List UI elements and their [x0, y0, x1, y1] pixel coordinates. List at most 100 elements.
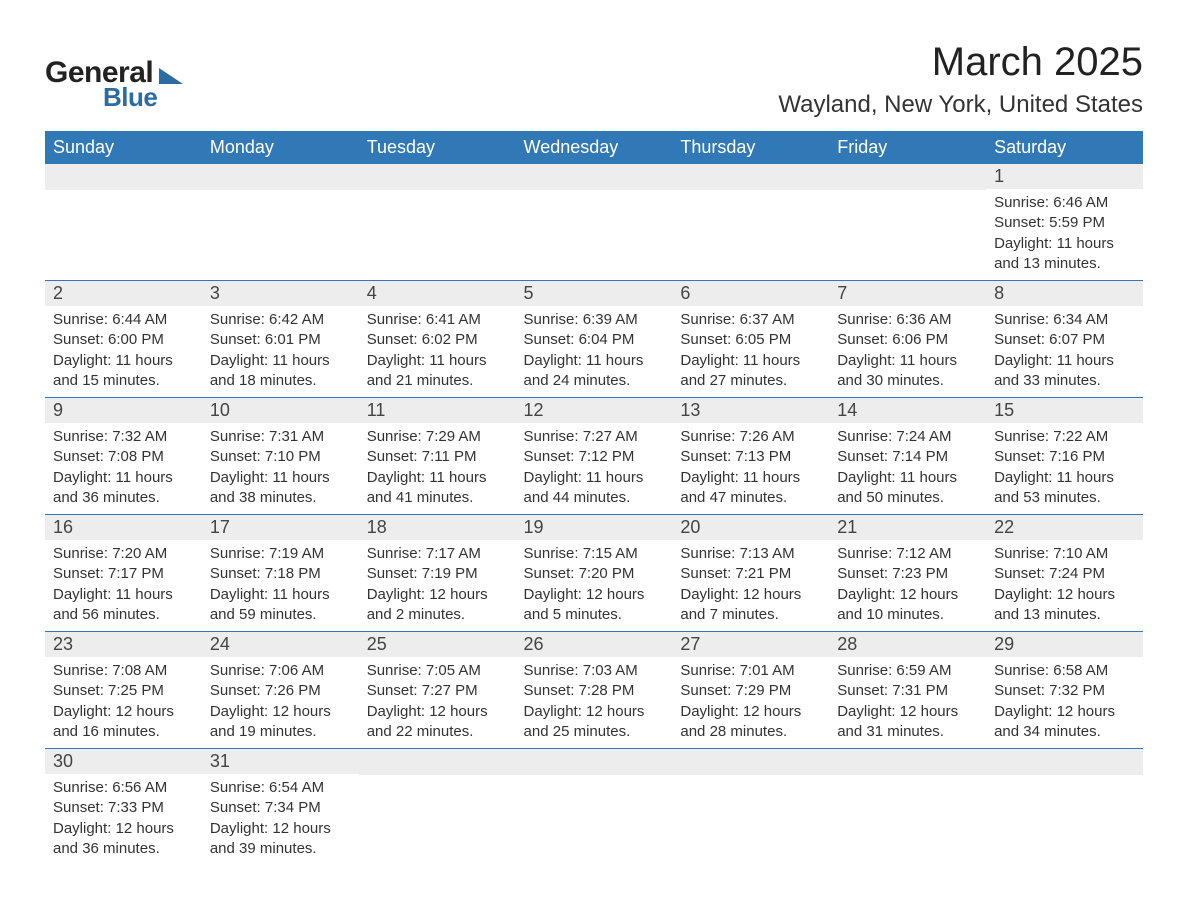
calendar-cell: 25Sunrise: 7:05 AMSunset: 7:27 PMDayligh…	[359, 632, 516, 749]
calendar-week: 2Sunrise: 6:44 AMSunset: 6:00 PMDaylight…	[45, 281, 1143, 398]
day-details: Sunrise: 7:15 AMSunset: 7:20 PMDaylight:…	[516, 540, 673, 631]
day-details: Sunrise: 6:34 AMSunset: 6:07 PMDaylight:…	[986, 306, 1143, 397]
calendar-cell	[516, 749, 673, 866]
day-details	[829, 190, 986, 260]
calendar-cell: 1Sunrise: 6:46 AMSunset: 5:59 PMDaylight…	[986, 164, 1143, 281]
day-details: Sunrise: 7:32 AMSunset: 7:08 PMDaylight:…	[45, 423, 202, 514]
logo-word2: Blue	[103, 84, 183, 110]
day-number: 27	[672, 632, 829, 657]
day-number: 30	[45, 749, 202, 774]
day-number: 18	[359, 515, 516, 540]
page-header: General Blue March 2025 Wayland, New Yor…	[45, 40, 1143, 119]
calendar-cell: 14Sunrise: 7:24 AMSunset: 7:14 PMDayligh…	[829, 398, 986, 515]
calendar-cell: 7Sunrise: 6:36 AMSunset: 6:06 PMDaylight…	[829, 281, 986, 398]
calendar-cell	[359, 749, 516, 866]
calendar-cell: 26Sunrise: 7:03 AMSunset: 7:28 PMDayligh…	[516, 632, 673, 749]
day-number: 15	[986, 398, 1143, 423]
calendar-cell	[202, 164, 359, 281]
calendar-cell: 11Sunrise: 7:29 AMSunset: 7:11 PMDayligh…	[359, 398, 516, 515]
day-number: 14	[829, 398, 986, 423]
day-number: 8	[986, 281, 1143, 306]
day-header: Wednesday	[516, 131, 673, 164]
calendar-cell: 20Sunrise: 7:13 AMSunset: 7:21 PMDayligh…	[672, 515, 829, 632]
day-number	[829, 164, 986, 190]
day-number: 7	[829, 281, 986, 306]
day-number: 9	[45, 398, 202, 423]
day-number: 31	[202, 749, 359, 774]
day-details	[359, 775, 516, 845]
day-number: 23	[45, 632, 202, 657]
day-number	[516, 164, 673, 190]
day-number: 4	[359, 281, 516, 306]
day-details	[516, 775, 673, 845]
day-details	[672, 775, 829, 845]
day-details: Sunrise: 6:58 AMSunset: 7:32 PMDaylight:…	[986, 657, 1143, 748]
day-number: 11	[359, 398, 516, 423]
calendar-week: 30Sunrise: 6:56 AMSunset: 7:33 PMDayligh…	[45, 749, 1143, 866]
day-details: Sunrise: 7:20 AMSunset: 7:17 PMDaylight:…	[45, 540, 202, 631]
day-number: 10	[202, 398, 359, 423]
day-number	[516, 749, 673, 775]
day-number	[986, 749, 1143, 775]
calendar-cell: 23Sunrise: 7:08 AMSunset: 7:25 PMDayligh…	[45, 632, 202, 749]
calendar-cell: 8Sunrise: 6:34 AMSunset: 6:07 PMDaylight…	[986, 281, 1143, 398]
day-number: 6	[672, 281, 829, 306]
calendar-cell: 22Sunrise: 7:10 AMSunset: 7:24 PMDayligh…	[986, 515, 1143, 632]
day-details	[516, 190, 673, 260]
calendar-cell: 24Sunrise: 7:06 AMSunset: 7:26 PMDayligh…	[202, 632, 359, 749]
day-details: Sunrise: 7:05 AMSunset: 7:27 PMDaylight:…	[359, 657, 516, 748]
day-details: Sunrise: 7:24 AMSunset: 7:14 PMDaylight:…	[829, 423, 986, 514]
day-number: 16	[45, 515, 202, 540]
day-details: Sunrise: 6:37 AMSunset: 6:05 PMDaylight:…	[672, 306, 829, 397]
day-number: 3	[202, 281, 359, 306]
calendar-cell: 28Sunrise: 6:59 AMSunset: 7:31 PMDayligh…	[829, 632, 986, 749]
day-header: Saturday	[986, 131, 1143, 164]
day-number: 28	[829, 632, 986, 657]
day-header: Tuesday	[359, 131, 516, 164]
day-details: Sunrise: 6:56 AMSunset: 7:33 PMDaylight:…	[45, 774, 202, 865]
day-details: Sunrise: 6:54 AMSunset: 7:34 PMDaylight:…	[202, 774, 359, 865]
location: Wayland, New York, United States	[778, 91, 1143, 119]
calendar-cell: 13Sunrise: 7:26 AMSunset: 7:13 PMDayligh…	[672, 398, 829, 515]
day-details: Sunrise: 6:46 AMSunset: 5:59 PMDaylight:…	[986, 189, 1143, 280]
calendar-cell: 27Sunrise: 7:01 AMSunset: 7:29 PMDayligh…	[672, 632, 829, 749]
calendar-week: 16Sunrise: 7:20 AMSunset: 7:17 PMDayligh…	[45, 515, 1143, 632]
day-number: 12	[516, 398, 673, 423]
day-details: Sunrise: 7:22 AMSunset: 7:16 PMDaylight:…	[986, 423, 1143, 514]
calendar-cell: 5Sunrise: 6:39 AMSunset: 6:04 PMDaylight…	[516, 281, 673, 398]
calendar-week: 9Sunrise: 7:32 AMSunset: 7:08 PMDaylight…	[45, 398, 1143, 515]
day-details: Sunrise: 7:13 AMSunset: 7:21 PMDaylight:…	[672, 540, 829, 631]
day-details	[202, 190, 359, 260]
day-details: Sunrise: 7:19 AMSunset: 7:18 PMDaylight:…	[202, 540, 359, 631]
day-details: Sunrise: 6:39 AMSunset: 6:04 PMDaylight:…	[516, 306, 673, 397]
calendar-cell: 16Sunrise: 7:20 AMSunset: 7:17 PMDayligh…	[45, 515, 202, 632]
day-number	[359, 164, 516, 190]
day-details: Sunrise: 7:08 AMSunset: 7:25 PMDaylight:…	[45, 657, 202, 748]
day-details: Sunrise: 6:36 AMSunset: 6:06 PMDaylight:…	[829, 306, 986, 397]
calendar-cell: 18Sunrise: 7:17 AMSunset: 7:19 PMDayligh…	[359, 515, 516, 632]
calendar-cell	[986, 749, 1143, 866]
calendar-cell	[516, 164, 673, 281]
calendar-table: SundayMondayTuesdayWednesdayThursdayFrid…	[45, 131, 1143, 865]
day-details	[359, 190, 516, 260]
day-header: Thursday	[672, 131, 829, 164]
calendar-cell: 19Sunrise: 7:15 AMSunset: 7:20 PMDayligh…	[516, 515, 673, 632]
calendar-cell: 6Sunrise: 6:37 AMSunset: 6:05 PMDaylight…	[672, 281, 829, 398]
day-number: 17	[202, 515, 359, 540]
day-number	[829, 749, 986, 775]
calendar-cell	[672, 164, 829, 281]
day-number: 13	[672, 398, 829, 423]
day-details: Sunrise: 6:42 AMSunset: 6:01 PMDaylight:…	[202, 306, 359, 397]
day-number: 1	[986, 164, 1143, 189]
calendar-cell	[359, 164, 516, 281]
day-header-row: SundayMondayTuesdayWednesdayThursdayFrid…	[45, 131, 1143, 164]
day-number	[202, 164, 359, 190]
day-details: Sunrise: 7:27 AMSunset: 7:12 PMDaylight:…	[516, 423, 673, 514]
day-details: Sunrise: 7:01 AMSunset: 7:29 PMDaylight:…	[672, 657, 829, 748]
day-details: Sunrise: 7:31 AMSunset: 7:10 PMDaylight:…	[202, 423, 359, 514]
day-number: 22	[986, 515, 1143, 540]
day-details: Sunrise: 6:44 AMSunset: 6:00 PMDaylight:…	[45, 306, 202, 397]
calendar-cell: 15Sunrise: 7:22 AMSunset: 7:16 PMDayligh…	[986, 398, 1143, 515]
calendar-week: 1Sunrise: 6:46 AMSunset: 5:59 PMDaylight…	[45, 164, 1143, 281]
day-number: 26	[516, 632, 673, 657]
